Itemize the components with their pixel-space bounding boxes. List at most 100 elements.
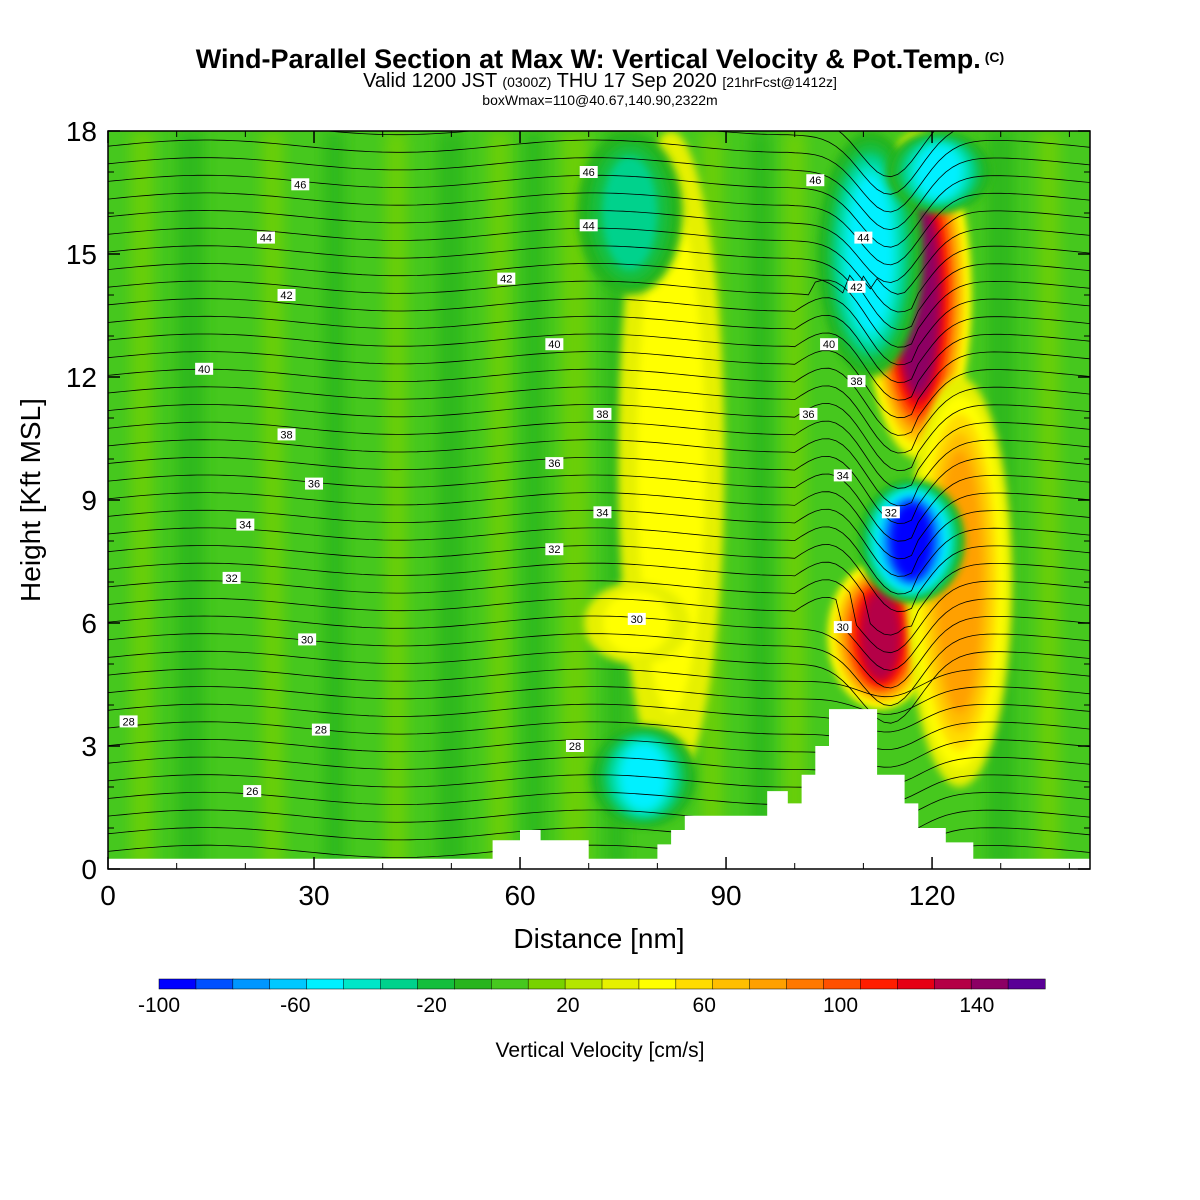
- updraft: [861, 591, 900, 680]
- contour-label: 36: [308, 479, 320, 491]
- theta-contour-line: [108, 473, 1090, 542]
- downdraft: [916, 145, 962, 199]
- theta-contour-line: [108, 174, 1090, 248]
- downdraft: [602, 155, 658, 271]
- colorbar-swatch: [195, 978, 234, 990]
- terrain: [108, 709, 1090, 869]
- contour-label-box: [236, 518, 255, 531]
- y-tick-label: 15: [66, 239, 97, 270]
- contour-label: 42: [500, 274, 512, 286]
- contour-label-box: [820, 338, 839, 351]
- y-axis-label: Height [Kft MSL]: [15, 398, 46, 602]
- colorbar-swatch: [712, 978, 751, 990]
- colorbar-swatch: [970, 978, 1009, 990]
- theta-contour-line: [108, 192, 1090, 266]
- colorbar-swatch: [417, 978, 455, 990]
- colorbar-swatch: [749, 978, 788, 990]
- y-tick-label: 0: [81, 854, 97, 885]
- colorbar-tick-label: -60: [280, 994, 310, 1017]
- theta-contour-line: [108, 279, 1090, 348]
- x-tick-label: 60: [504, 880, 535, 911]
- contour-label: 28: [315, 725, 327, 737]
- theta-contour-line: [108, 139, 1090, 213]
- band: [523, 131, 545, 869]
- colorbar-swatch: [343, 978, 382, 990]
- colorbar-swatch: [897, 978, 935, 990]
- contour-label-box: [579, 219, 598, 232]
- theta-contour-line: [108, 491, 1090, 560]
- colorbar-tick-label: -100: [138, 994, 180, 1017]
- x-tick-label: 30: [298, 880, 329, 911]
- colorbar-swatch: [1007, 978, 1046, 990]
- contour-label-box: [243, 785, 262, 798]
- contour-label-box: [195, 362, 214, 375]
- colorbar-swatch: [675, 978, 714, 990]
- contour-label: 34: [596, 507, 608, 519]
- theta-contour-line: [108, 756, 1090, 786]
- downdraft: [892, 504, 931, 578]
- colorbar: -100 -60 -20 20 60 100 140: [138, 978, 1046, 1017]
- theta-contour-line: [108, 438, 1090, 507]
- contour-label: 42: [850, 282, 862, 294]
- contour-label: 30: [837, 622, 849, 634]
- theta-contour-line: [108, 314, 1090, 383]
- band: [605, 131, 627, 869]
- contour-label: 26: [246, 786, 258, 798]
- colorbar-label: Vertical Velocity [cm/s]: [496, 1039, 705, 1062]
- contour-label: 32: [225, 573, 237, 585]
- contour-label: 46: [583, 167, 595, 179]
- theta-contour-line: [108, 809, 1090, 839]
- theta-contours: [108, 131, 1090, 869]
- theta-contour-line: [108, 420, 1090, 489]
- contour-label: 40: [823, 339, 835, 351]
- theta-contour-line: [108, 774, 1090, 803]
- contour-label-box: [799, 407, 818, 420]
- band: [750, 131, 771, 869]
- terrain-shape: [108, 709, 1090, 869]
- colorbar-swatch: [638, 978, 677, 990]
- contour-label-box: [833, 469, 852, 482]
- theta-contour-line: [108, 791, 1090, 821]
- contour-label-box: [545, 338, 564, 351]
- theta-contour-line: [108, 526, 1090, 595]
- contour-labels: 46 46 46 44 44 44 42 42 42 40 40 40 38 38 38 36 36 36 34 34…: [119, 166, 900, 798]
- colorbar-swatch: [527, 978, 566, 990]
- contour-label: 46: [294, 179, 306, 191]
- contour-label-box: [277, 289, 296, 301]
- band: [132, 131, 153, 869]
- contour-label: 34: [239, 520, 251, 532]
- contour-label-box: [833, 621, 852, 634]
- contour-label-box: [847, 375, 866, 388]
- colorbar-swatch: [232, 978, 271, 990]
- theta-contour-line: [108, 385, 1090, 454]
- contour-label-box: [565, 740, 584, 752]
- contour-label-box: [806, 174, 825, 187]
- contour-label-box: [119, 715, 138, 728]
- contour-label-box: [579, 166, 598, 178]
- contour-label-box: [497, 272, 516, 285]
- y-tick-label: 9: [81, 485, 97, 516]
- contour-label-box: [291, 178, 310, 191]
- colorbar-swatch: [564, 978, 603, 990]
- band: [489, 131, 510, 869]
- colorbar-swatch: [491, 978, 529, 990]
- contour-label-box: [298, 633, 317, 646]
- title-main: Wind-Parallel Section at Max W: Vertical…: [195, 44, 981, 74]
- theta-contour-line: [108, 157, 1090, 231]
- contour-label-box: [256, 231, 275, 244]
- colorbar-tick-label: 140: [959, 994, 994, 1017]
- theta-contour-line: [108, 262, 1090, 331]
- contour-label: 38: [850, 376, 862, 388]
- colorbar-swatch: [934, 978, 972, 990]
- theta-contour-line: [108, 703, 1090, 733]
- theta-contour-line: [108, 738, 1090, 768]
- colorbar-tick-label: 60: [693, 994, 716, 1017]
- colorbar-swatch: [601, 978, 640, 990]
- chart-title: Wind-Parallel Section at Max W: Vertical…: [0, 44, 1200, 75]
- contour-label: 36: [802, 409, 814, 421]
- contour-label-box: [847, 280, 866, 293]
- colorbar-swatch: [306, 978, 345, 990]
- theta-contour-line: [108, 367, 1090, 436]
- colorbar-swatch: [786, 978, 825, 990]
